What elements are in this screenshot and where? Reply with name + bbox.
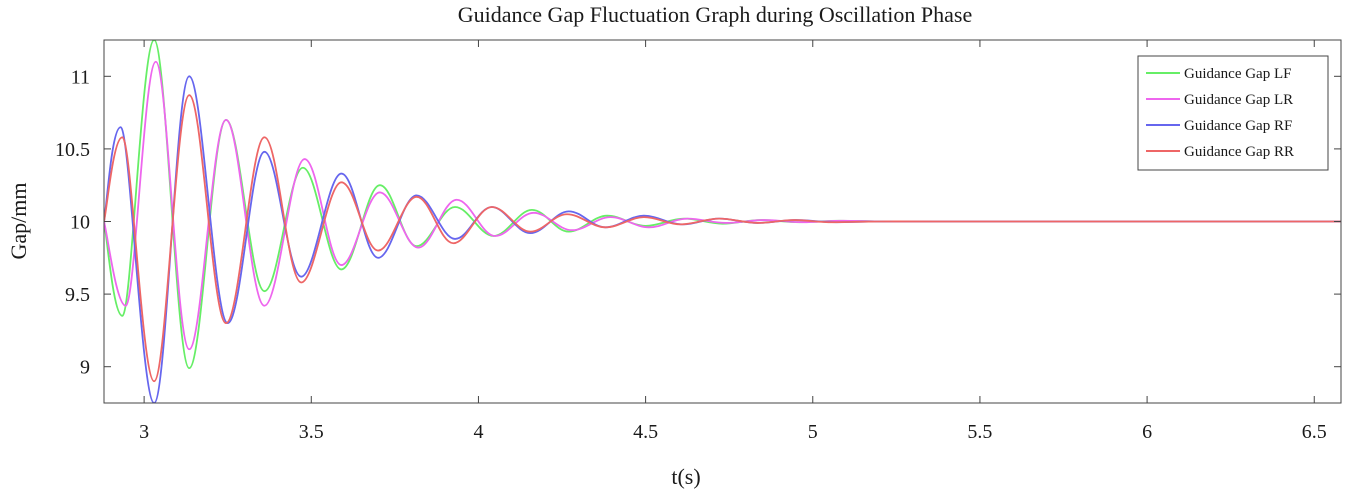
- series-line-2: [104, 60, 1341, 351]
- x-axis-label: t(s): [671, 464, 700, 489]
- y-tick-label: 11: [71, 66, 90, 88]
- x-tick-label: 5: [808, 421, 818, 443]
- y-tick-label: 10.5: [55, 139, 90, 161]
- x-tick-label: 3.5: [299, 421, 324, 443]
- legend-label: Guidance Gap RF: [1184, 118, 1292, 134]
- y-tick-label: 9: [80, 357, 90, 379]
- x-tick-label: 6: [1142, 421, 1152, 443]
- y-axis-label: Gap/mm: [6, 183, 31, 260]
- legend-label: Guidance Gap RR: [1184, 144, 1294, 160]
- y-tick-label: 10: [70, 212, 90, 234]
- y-tick-label: 9.5: [65, 284, 90, 306]
- x-tick-label: 4: [473, 421, 483, 443]
- chart-title: Guidance Gap Fluctuation Graph during Os…: [458, 2, 972, 27]
- legend: Guidance Gap LF Guidance Gap LR Guidance G…: [1137, 55, 1329, 171]
- x-tick-label: 3: [139, 421, 149, 443]
- series-group: [104, 40, 1341, 403]
- legend-label: Guidance Gap LR: [1184, 92, 1293, 108]
- x-tick-label: 5.5: [967, 421, 992, 443]
- axis-ticks: 3 3.5 4 4.5 5 5.5 6 6.5 9 9.5 10 10.5 11: [55, 40, 1341, 443]
- x-tick-label: 6.5: [1302, 421, 1327, 443]
- x-tick-label: 4.5: [633, 421, 658, 443]
- legend-label: Guidance Gap LF: [1184, 66, 1291, 82]
- series-line-4: [104, 94, 1341, 383]
